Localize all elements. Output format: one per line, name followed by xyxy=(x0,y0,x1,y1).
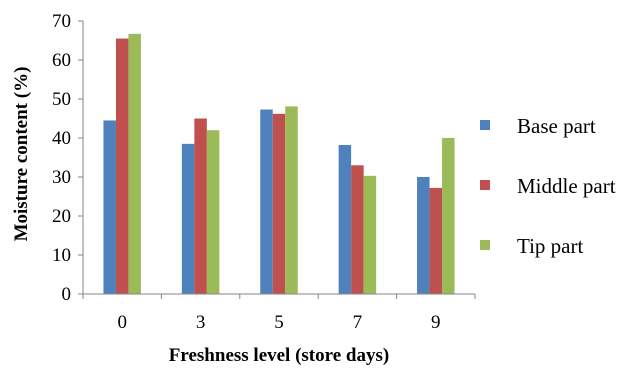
x-tick-label: 9 xyxy=(431,312,441,333)
legend-label-base-part: Base part xyxy=(517,114,596,138)
bar-tip-part-day-9 xyxy=(442,138,455,294)
x-tick-labels: 0 3 5 7 9 xyxy=(117,312,440,333)
y-tick-label: 10 xyxy=(52,245,71,266)
x-tick-label: 7 xyxy=(353,312,363,333)
bar-base-part-day-0 xyxy=(103,120,116,294)
legend-label-middle-part: Middle part xyxy=(517,174,616,198)
legend: Base part Middle part Tip part xyxy=(480,114,616,258)
y-tick-label: 70 xyxy=(52,11,71,32)
y-tick-label: 60 xyxy=(52,50,71,71)
y-axis-title: Moisture content (%) xyxy=(11,67,32,242)
x-tick-label: 5 xyxy=(274,312,284,333)
bar-middle-part-day-3 xyxy=(194,118,207,294)
bar-tip-part-day-7 xyxy=(363,175,377,294)
bar-tip-part-day-3 xyxy=(206,130,220,294)
y-tick-label: 40 xyxy=(52,128,71,149)
y-tick-label: 30 xyxy=(52,167,71,188)
bar-base-part-day-9 xyxy=(417,177,430,294)
x-tick-label: 0 xyxy=(117,312,127,333)
bar-middle-part-day-5 xyxy=(272,113,286,294)
legend-swatch-tip-part xyxy=(480,240,490,250)
y-tick-label: 50 xyxy=(52,89,71,110)
legend-swatch-middle-part xyxy=(480,180,490,190)
y-tick-label: 0 xyxy=(62,284,72,305)
bar-middle-part-day-7 xyxy=(351,165,364,294)
bar-base-part-day-3 xyxy=(181,143,195,294)
legend-swatch-base-part xyxy=(480,120,490,130)
axes-group xyxy=(78,20,476,299)
bar-tip-part-day-5 xyxy=(285,106,298,294)
legend-label-tip-part: Tip part xyxy=(517,234,583,258)
bar-base-part-day-7 xyxy=(338,145,352,294)
x-axis-title: Freshness level (store days) xyxy=(169,345,389,366)
y-tick-labels: 0 10 20 30 40 50 60 70 xyxy=(52,11,71,305)
x-tick-label: 3 xyxy=(196,312,206,333)
y-tick-label: 20 xyxy=(52,206,71,227)
bar-base-part-day-5 xyxy=(260,109,273,294)
bars-group xyxy=(103,33,455,295)
bar-middle-part-day-9 xyxy=(429,187,443,294)
bar-tip-part-day-0 xyxy=(128,33,141,295)
bar-middle-part-day-0 xyxy=(115,38,129,294)
